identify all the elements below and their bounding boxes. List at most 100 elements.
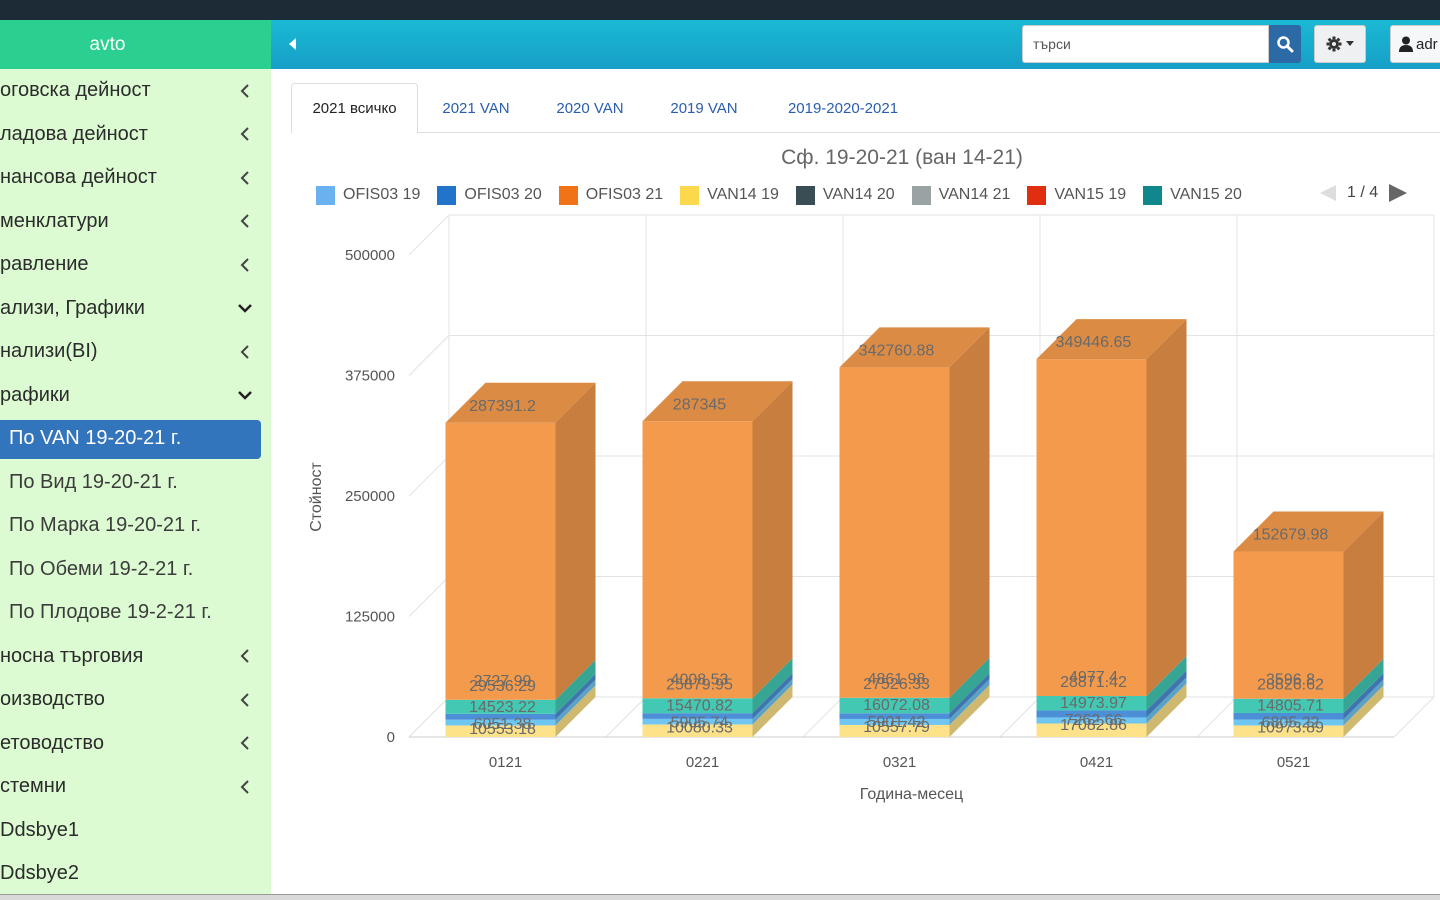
- main-content: 2021 всичко 2021 VAN 2020 VAN 2019 VAN 2019-…: [271, 69, 1440, 894]
- bar-side: [752, 381, 793, 699]
- search-button[interactable]: [1269, 25, 1301, 63]
- chevron-down-icon: [235, 298, 255, 318]
- legend-swatch: [1027, 185, 1047, 205]
- legend-swatch: [680, 185, 700, 205]
- legend-swatch: [558, 185, 578, 205]
- data-label: 10557.79: [863, 719, 930, 736]
- sidebar-item-label: По VAN 19-20-21 г.: [9, 427, 182, 450]
- bar-segment: [445, 725, 556, 737]
- legend-item[interactable]: VAN15 20: [1143, 185, 1242, 205]
- sidebar-item[interactable]: По Марка 19-20-21 г.: [0, 504, 271, 548]
- data-label: 10080.33: [666, 719, 733, 736]
- y-tick-label: 375000: [345, 368, 395, 385]
- sidebar-menu: оговска дейност ладова дейност нансова дей…: [0, 69, 271, 896]
- sidebar-item-label: равление: [0, 253, 89, 276]
- brand-logo[interactable]: avto: [0, 20, 271, 69]
- bar-segment: [1233, 725, 1344, 737]
- sidebar-item[interactable]: оизводство: [0, 678, 271, 722]
- legend-label: VAN15 19: [1054, 186, 1127, 203]
- sidebar-item[interactable]: носна търговия: [0, 635, 271, 679]
- data-label: 6805.22: [1262, 715, 1320, 732]
- legend-label: VAN14 19: [707, 186, 779, 203]
- gridline-side: [408, 455, 450, 497]
- bar-side: [1146, 670, 1187, 718]
- search-input[interactable]: [1022, 25, 1269, 63]
- tab-0[interactable]: 2021 всичко: [291, 83, 418, 134]
- sidebar-item[interactable]: менклатури: [0, 200, 271, 244]
- legend-item[interactable]: VAN14 20: [795, 185, 895, 205]
- sidebar-item-label: По Вид 19-20-21 г.: [9, 470, 178, 493]
- sidebar-item[interactable]: Ddsbye1: [0, 809, 271, 853]
- data-label: 4008.53: [671, 671, 729, 688]
- legend-swatch: [1143, 185, 1163, 205]
- sidebar: avto оговска дейност ладова дейност нансов…: [0, 20, 271, 900]
- legend-label: OFIS03 19: [343, 186, 421, 203]
- sidebar-item[interactable]: По Обеми 19-2-21 г.: [0, 548, 271, 592]
- sidebar-item[interactable]: По VAN 19-20-21 г.: [0, 417, 271, 461]
- x-tick-label: 0221: [686, 754, 719, 771]
- tab-2[interactable]: 2020 VAN: [556, 99, 624, 117]
- chart-tabs: 2021 всичко 2021 VAN 2020 VAN 2019 VAN 2019-…: [291, 83, 1440, 134]
- user-icon: [1399, 36, 1413, 52]
- bar-top: [839, 327, 990, 368]
- tab-1[interactable]: 2021 VAN: [442, 99, 510, 117]
- data-label: 7262.66: [1065, 712, 1123, 729]
- floor-gridline: [802, 696, 844, 738]
- sidebar-item[interactable]: нансова дейност: [0, 156, 271, 200]
- bar-side: [1343, 658, 1384, 713]
- tab-3[interactable]: 2019 VAN: [670, 99, 738, 117]
- sidebar-item[interactable]: етоводство: [0, 722, 271, 766]
- legend-item[interactable]: VAN14 19: [680, 185, 779, 205]
- bar-segment: [1036, 359, 1147, 696]
- data-label: 28826.62: [1257, 677, 1324, 694]
- bar-side: [949, 678, 990, 725]
- data-label: 4977.4: [1069, 669, 1118, 686]
- sidebar-item[interactable]: ладова дейност: [0, 113, 271, 157]
- sidebar-item[interactable]: равление: [0, 243, 271, 287]
- stacked-bar-chart: 0 125000 250000 375000 500000 Година-месец Сто…: [308, 214, 1435, 803]
- sidebar-item[interactable]: По Плодове 19-2-21 г.: [0, 591, 271, 635]
- data-label: 5901.42: [868, 714, 926, 731]
- sidebar-item[interactable]: Ddsbye2: [0, 852, 271, 896]
- horizontal-scrollbar[interactable]: [0, 894, 1440, 900]
- caret-left-icon: [289, 38, 296, 50]
- sidebar-item[interactable]: рафики: [0, 374, 271, 418]
- bar-segment: [1036, 723, 1147, 737]
- legend-item[interactable]: OFIS03 20: [437, 185, 542, 205]
- tab-4[interactable]: 2019-2020-2021: [787, 99, 899, 117]
- legend-label: OFIS03 21: [585, 186, 664, 203]
- sidebar-item[interactable]: По Вид 19-20-21 г.: [0, 461, 271, 505]
- sidebar-item[interactable]: оговска дейност: [0, 69, 271, 113]
- data-label: 14523.22: [469, 699, 536, 716]
- bar-segment: [642, 718, 753, 725]
- chevron-left-icon: [235, 690, 255, 710]
- legend-item[interactable]: VAN15 19: [1027, 185, 1127, 205]
- bar-side: [555, 673, 596, 720]
- user-menu-button[interactable]: adr: [1390, 25, 1440, 63]
- legend-item[interactable]: OFIS03 19: [316, 185, 421, 205]
- data-label: 5905.74: [671, 714, 729, 731]
- legend-item[interactable]: OFIS03 21: [558, 185, 664, 205]
- legend-prev-icon[interactable]: [1319, 184, 1337, 202]
- data-label: 25879.95: [666, 676, 733, 693]
- bar-top: [1233, 511, 1384, 552]
- sidebar-toggle-button[interactable]: [285, 34, 301, 54]
- sidebar-item[interactable]: нализи(BI): [0, 330, 271, 374]
- x-axis-title: Година-месец: [860, 786, 963, 803]
- sidebar-item[interactable]: стемни: [0, 765, 271, 809]
- y-axis-title: Стойност: [308, 462, 325, 532]
- settings-dropdown-button[interactable]: [1314, 25, 1366, 63]
- sidebar-item-label: рафики: [0, 383, 70, 406]
- legend-next-icon[interactable]: [1388, 183, 1408, 203]
- legend-swatch: [795, 185, 815, 205]
- sidebar-item[interactable]: ализи, Графики: [0, 287, 271, 331]
- caret-down-icon: [1346, 41, 1354, 46]
- sidebar-item-label: По Плодове 19-2-21 г.: [9, 601, 212, 624]
- bar-side: [1146, 677, 1187, 724]
- bar-segment: [1233, 551, 1344, 699]
- bar-side: [1146, 683, 1187, 737]
- chevron-left-icon: [235, 211, 255, 231]
- legend-item[interactable]: VAN14 21: [911, 185, 1010, 205]
- y-tick-label: 125000: [345, 609, 395, 626]
- bar-side: [555, 679, 596, 726]
